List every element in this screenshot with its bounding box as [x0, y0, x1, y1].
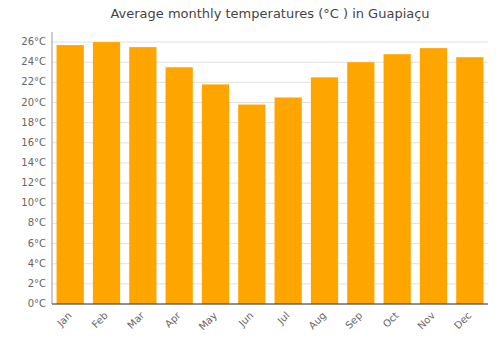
x-tick-label: Nov: [415, 310, 437, 332]
y-tick-label: 24°C: [21, 56, 46, 67]
grid-line: [52, 304, 488, 305]
bar: [420, 48, 447, 304]
y-tick-label: 18°C: [21, 117, 46, 128]
y-grid: [52, 42, 488, 304]
x-tick-label: Jan: [54, 310, 73, 329]
chart-svg: 0°C 2°C 4°C 6°C 8°C 10°C 12°C 14°C 16°C 18°C 20°C 2…: [0, 0, 500, 350]
x-tick-label: May: [197, 310, 219, 332]
y-tick-label: 10°C: [21, 197, 46, 208]
title: Average monthly temperatures (°C ) in Gu…: [110, 6, 429, 21]
y-axis-line: [52, 32, 53, 304]
page: {"chart_data": {"type": "bar", "title": …: [0, 0, 500, 350]
bar: [456, 57, 483, 304]
chart-container: 0°C 2°C 4°C 6°C 8°C 10°C 12°C 14°C 16°C 18°C 20°C 2…: [0, 0, 500, 350]
x-tick-labels: Jan Feb Mar Apr May Jun Jul Aug Sep Oct Nov Dec: [54, 309, 473, 332]
bar: [166, 67, 193, 304]
x-tick-label: Feb: [90, 310, 110, 330]
y-tick-label: 4°C: [28, 258, 46, 269]
x-tick-label: Oct: [381, 310, 401, 330]
bar: [129, 47, 156, 304]
bar: [93, 42, 120, 304]
y-tick-label: 0°C: [28, 298, 46, 309]
y-tick-label: 14°C: [21, 157, 46, 168]
x-tick-label: Mar: [125, 309, 147, 331]
x-tick-label: Sep: [343, 310, 364, 331]
bar: [238, 105, 265, 304]
bar: [57, 45, 84, 304]
x-tick-label: Aug: [306, 310, 328, 332]
y-tick-label: 6°C: [28, 238, 46, 249]
y-tick-label: 12°C: [21, 177, 46, 188]
y-tick-labels: 0°C 2°C 4°C 6°C 8°C 10°C 12°C 14°C 16°C 18°C 20°C 2…: [21, 36, 46, 309]
x-axis-line: [52, 304, 488, 305]
bar: [311, 77, 338, 304]
bars: [57, 42, 484, 304]
x-tick-label: Apr: [163, 309, 184, 330]
y-tick-label: 26°C: [21, 36, 46, 47]
y-tick-label: 22°C: [21, 76, 46, 87]
x-tick-label: Jul: [275, 310, 292, 327]
y-tick-label: 8°C: [28, 217, 46, 228]
y-tick-label: 16°C: [21, 137, 46, 148]
bar: [347, 62, 374, 304]
bar: [202, 84, 229, 304]
y-tick-label: 2°C: [28, 278, 46, 289]
x-tick-label: Jun: [236, 310, 256, 330]
x-tick-label: Dec: [452, 310, 473, 331]
bar: [275, 97, 302, 304]
bar: [384, 54, 411, 304]
y-tick-label: 20°C: [21, 97, 46, 108]
